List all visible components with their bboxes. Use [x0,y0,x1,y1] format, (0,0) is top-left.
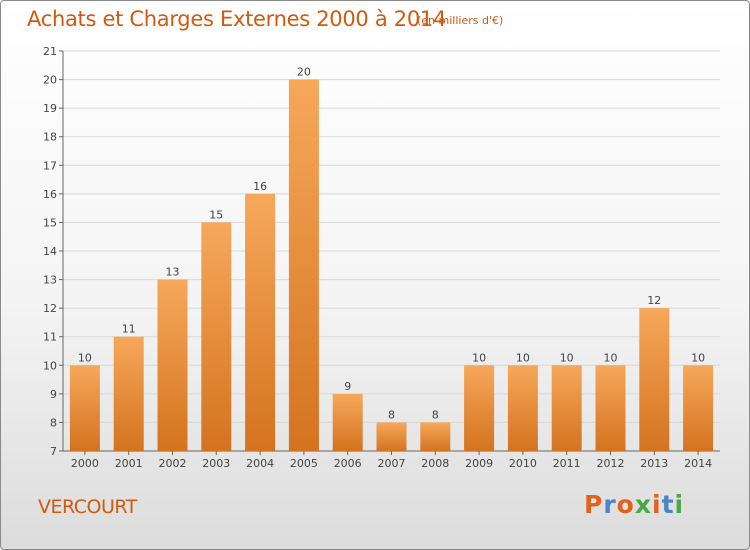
bar [113,336,144,451]
logo-letter: x [634,490,652,519]
x-tick-label: 2013 [640,457,668,470]
bar [595,365,626,451]
y-tick-label: 15 [43,216,57,229]
y-tick-label: 13 [43,274,57,287]
bar [201,222,232,451]
y-tick-label: 20 [43,74,57,87]
x-tick-label: 2012 [597,457,625,470]
logo-letter: o [616,490,635,519]
logo-letter: t [661,490,675,519]
data-label: 13 [166,266,180,279]
x-tick-label: 2001 [115,457,143,470]
x-tick-label: 2006 [334,457,362,470]
y-tick-label: 10 [43,359,57,372]
y-tick-label: 18 [43,131,57,144]
logo-letter: r [603,490,617,519]
x-tick-label: 2014 [684,457,712,470]
x-tick-label: 2003 [202,457,230,470]
x-tick-label: 2005 [290,457,318,470]
x-tick-label: 2008 [421,457,449,470]
bar [288,79,319,452]
y-tick-label: 21 [43,45,57,58]
y-tick-label: 14 [43,245,57,258]
y-tick-label: 16 [43,188,57,201]
bar [420,422,451,451]
y-tick-label: 11 [43,331,57,344]
bar [69,365,100,451]
x-tick-label: 2004 [246,457,274,470]
x-tick-label: 2011 [553,457,581,470]
chart-subtitle: (en milliers d'€) [417,14,504,27]
data-label: 10 [691,351,705,364]
y-tick-label: 9 [50,388,57,401]
x-tick-labels: 2000 2001 2002 2003 2004 2005 2006 2007 2008 2009… [71,457,712,470]
chart-title: Achats et Charges Externes 2000 à 2014 [27,7,447,31]
data-label: 20 [297,66,311,79]
bars [69,79,714,452]
x-tick-label: 2010 [509,457,537,470]
data-label: 10 [472,351,486,364]
data-label: 10 [560,351,574,364]
x-tick-label: 2007 [378,457,406,470]
y-tick-label: 7 [50,445,57,458]
data-labels: 10 11 13 15 16 20 9 8 8 10 10 10 10 12 10 [78,66,705,422]
data-label: 11 [122,323,136,336]
data-label: 9 [344,380,351,393]
data-label: 15 [209,208,223,221]
bar [464,365,495,451]
data-label: 10 [516,351,530,364]
bar [376,422,407,451]
logo-letter: P [584,490,604,519]
bar [245,193,276,451]
data-label: 16 [253,180,267,193]
y-tick-label: 8 [50,416,57,429]
bar [157,279,188,451]
data-label: 10 [604,351,618,364]
x-tick-label: 2009 [465,457,493,470]
city-name: VERCOURT [38,496,137,518]
logo-letter: i [674,490,685,519]
data-label: 10 [78,351,92,364]
data-label: 12 [647,294,661,307]
bar [683,365,714,451]
bar [507,365,538,451]
y-tick-labels: 7 8 9 10 11 12 13 14 15 16 17 18 19 20 21 [43,45,57,458]
x-tick-label: 2000 [71,457,99,470]
bar [639,308,670,451]
data-label: 8 [388,408,395,421]
proxiti-logo[interactable]: Proxiti [584,490,684,519]
logo-letter: i [652,490,662,519]
data-label: 8 [432,408,439,421]
bar [332,393,363,451]
y-tick-label: 17 [43,159,57,172]
x-tick-label: 2002 [159,457,187,470]
y-tick-label: 19 [43,102,57,115]
y-tick-label: 12 [43,302,57,315]
bar [551,365,582,451]
